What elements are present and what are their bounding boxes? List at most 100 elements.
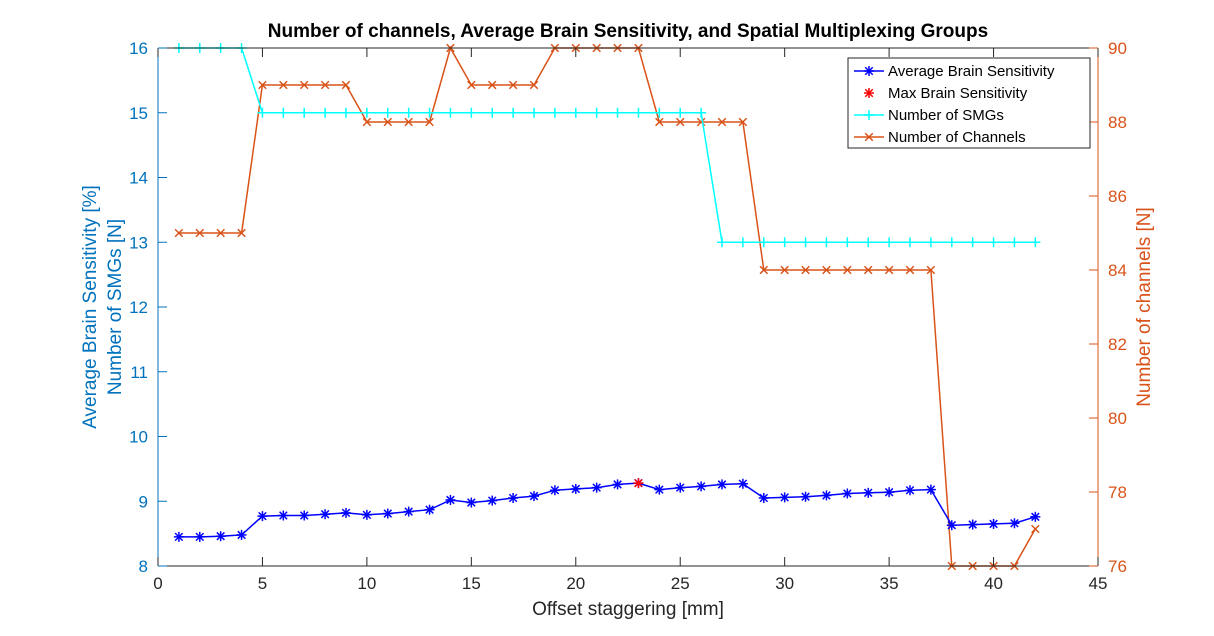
point-smg-11 <box>382 107 393 118</box>
series-max-sensitivity <box>633 478 644 489</box>
point-channels-10 <box>362 117 372 127</box>
point-smg-21 <box>591 107 602 118</box>
y-left-tick-label-16: 16 <box>129 39 148 58</box>
point-smg-10 <box>361 107 372 118</box>
x-tick-label-40: 40 <box>984 574 1003 593</box>
point-channels-33 <box>843 265 852 275</box>
point-avg-sensitivity-2 <box>194 531 205 542</box>
point-smg-5 <box>257 107 268 118</box>
point-smg-14 <box>445 107 456 118</box>
point-smg-18 <box>529 107 539 118</box>
point-channels-2 <box>195 228 205 238</box>
x-tick-label-20: 20 <box>566 574 585 593</box>
legend-label-smg: Number of SMGs <box>888 107 1004 124</box>
y-right-tick-label-78: 78 <box>1108 483 1127 502</box>
point-avg-sensitivity-6 <box>278 510 289 521</box>
point-avg-sensitivity-38 <box>946 520 957 531</box>
point-avg-sensitivity-36 <box>905 485 915 496</box>
point-smg-31 <box>800 237 811 248</box>
point-smg-32 <box>821 237 832 248</box>
x-tick-label-0: 0 <box>153 574 162 593</box>
point-smg-17 <box>508 107 519 118</box>
legend-label-avg-sensitivity: Average Brain Sensitivity <box>888 63 1055 80</box>
y-left-tick-label-8: 8 <box>139 557 148 576</box>
point-smg-40 <box>988 237 999 248</box>
point-channels-5 <box>258 80 267 90</box>
point-avg-sensitivity-27 <box>717 479 727 490</box>
point-channels-1 <box>174 228 184 238</box>
y-left-axis-label-2: Number of SMGs [N] <box>105 219 126 395</box>
point-avg-sensitivity-29 <box>758 493 769 504</box>
point-channels-29 <box>759 265 769 275</box>
point-smg-30 <box>779 237 790 248</box>
y-left-tick-label-14: 14 <box>129 169 148 188</box>
point-channels-18 <box>529 80 539 90</box>
point-smg-6 <box>278 107 289 118</box>
point-smg-28 <box>737 237 748 248</box>
x-tick-label-45: 45 <box>1089 574 1108 593</box>
point-avg-sensitivity-14 <box>445 494 456 505</box>
legend-marker-max-sensitivity <box>864 88 874 98</box>
point-smg-24 <box>654 107 665 118</box>
point-avg-sensitivity-28 <box>737 478 748 489</box>
point-channels-32 <box>822 265 831 275</box>
point-channels-25 <box>675 117 685 127</box>
point-smg-36 <box>905 237 915 248</box>
point-smg-37 <box>925 237 936 248</box>
point-smg-27 <box>717 237 727 248</box>
x-tick-label-15: 15 <box>462 574 481 593</box>
point-channels-12 <box>404 117 413 127</box>
y-right-tick-label-80: 80 <box>1108 409 1127 428</box>
point-avg-sensitivity-5 <box>257 511 268 522</box>
point-max-sensitivity-23 <box>633 478 644 489</box>
point-avg-sensitivity-25 <box>675 482 686 493</box>
series-smg <box>173 43 1041 248</box>
point-avg-sensitivity-11 <box>382 508 393 519</box>
x-tick-label-35: 35 <box>880 574 899 593</box>
point-avg-sensitivity-34 <box>863 487 874 498</box>
legend-item-smg: Number of SMGs <box>854 107 1004 124</box>
point-avg-sensitivity-7 <box>299 510 310 521</box>
point-avg-sensitivity-33 <box>842 488 853 499</box>
point-avg-sensitivity-26 <box>696 481 707 492</box>
x-tick-label-5: 5 <box>258 574 267 593</box>
point-smg-26 <box>696 107 707 118</box>
point-smg-25 <box>675 107 686 118</box>
point-channels-7 <box>299 80 309 90</box>
x-tick-label-30: 30 <box>775 574 794 593</box>
point-smg-41 <box>1009 237 1020 248</box>
x-axis-label: Offset staggering [mm] <box>532 599 724 620</box>
y-left-tick-label-13: 13 <box>129 233 148 252</box>
point-avg-sensitivity-22 <box>612 479 623 490</box>
point-smg-35 <box>884 237 895 248</box>
y-right-axis-label: Number of channels [N] <box>1134 207 1155 407</box>
point-smg-42 <box>1030 237 1041 248</box>
point-avg-sensitivity-24 <box>654 484 665 495</box>
point-smg-16 <box>487 107 498 118</box>
y-right-tick-label-76: 76 <box>1108 557 1127 576</box>
series-avg-sensitivity <box>173 478 1041 542</box>
point-avg-sensitivity-15 <box>466 497 477 508</box>
y-left-axis-label-1: Average Brain Sensitivity [%] <box>80 185 101 429</box>
point-channels-42 <box>1031 524 1040 534</box>
point-avg-sensitivity-8 <box>320 509 331 520</box>
point-smg-38 <box>946 237 957 248</box>
point-channels-30 <box>780 265 789 275</box>
legend-item-avg-sensitivity: Average Brain Sensitivity <box>854 63 1055 80</box>
point-avg-sensitivity-21 <box>591 482 602 493</box>
point-avg-sensitivity-9 <box>341 507 351 518</box>
legend-marker-avg-sensitivity <box>864 66 874 76</box>
point-avg-sensitivity-20 <box>570 483 581 494</box>
y-left-tick-label-12: 12 <box>129 298 148 317</box>
point-channels-9 <box>341 80 351 90</box>
point-smg-29 <box>758 237 769 248</box>
point-avg-sensitivity-4 <box>236 529 247 540</box>
point-channels-15 <box>467 80 476 90</box>
point-smg-12 <box>403 107 414 118</box>
point-smg-7 <box>299 107 310 118</box>
point-channels-28 <box>738 117 748 127</box>
y-right-tick-label-88: 88 <box>1108 113 1127 132</box>
point-smg-15 <box>466 107 477 118</box>
point-channels-4 <box>237 228 246 238</box>
